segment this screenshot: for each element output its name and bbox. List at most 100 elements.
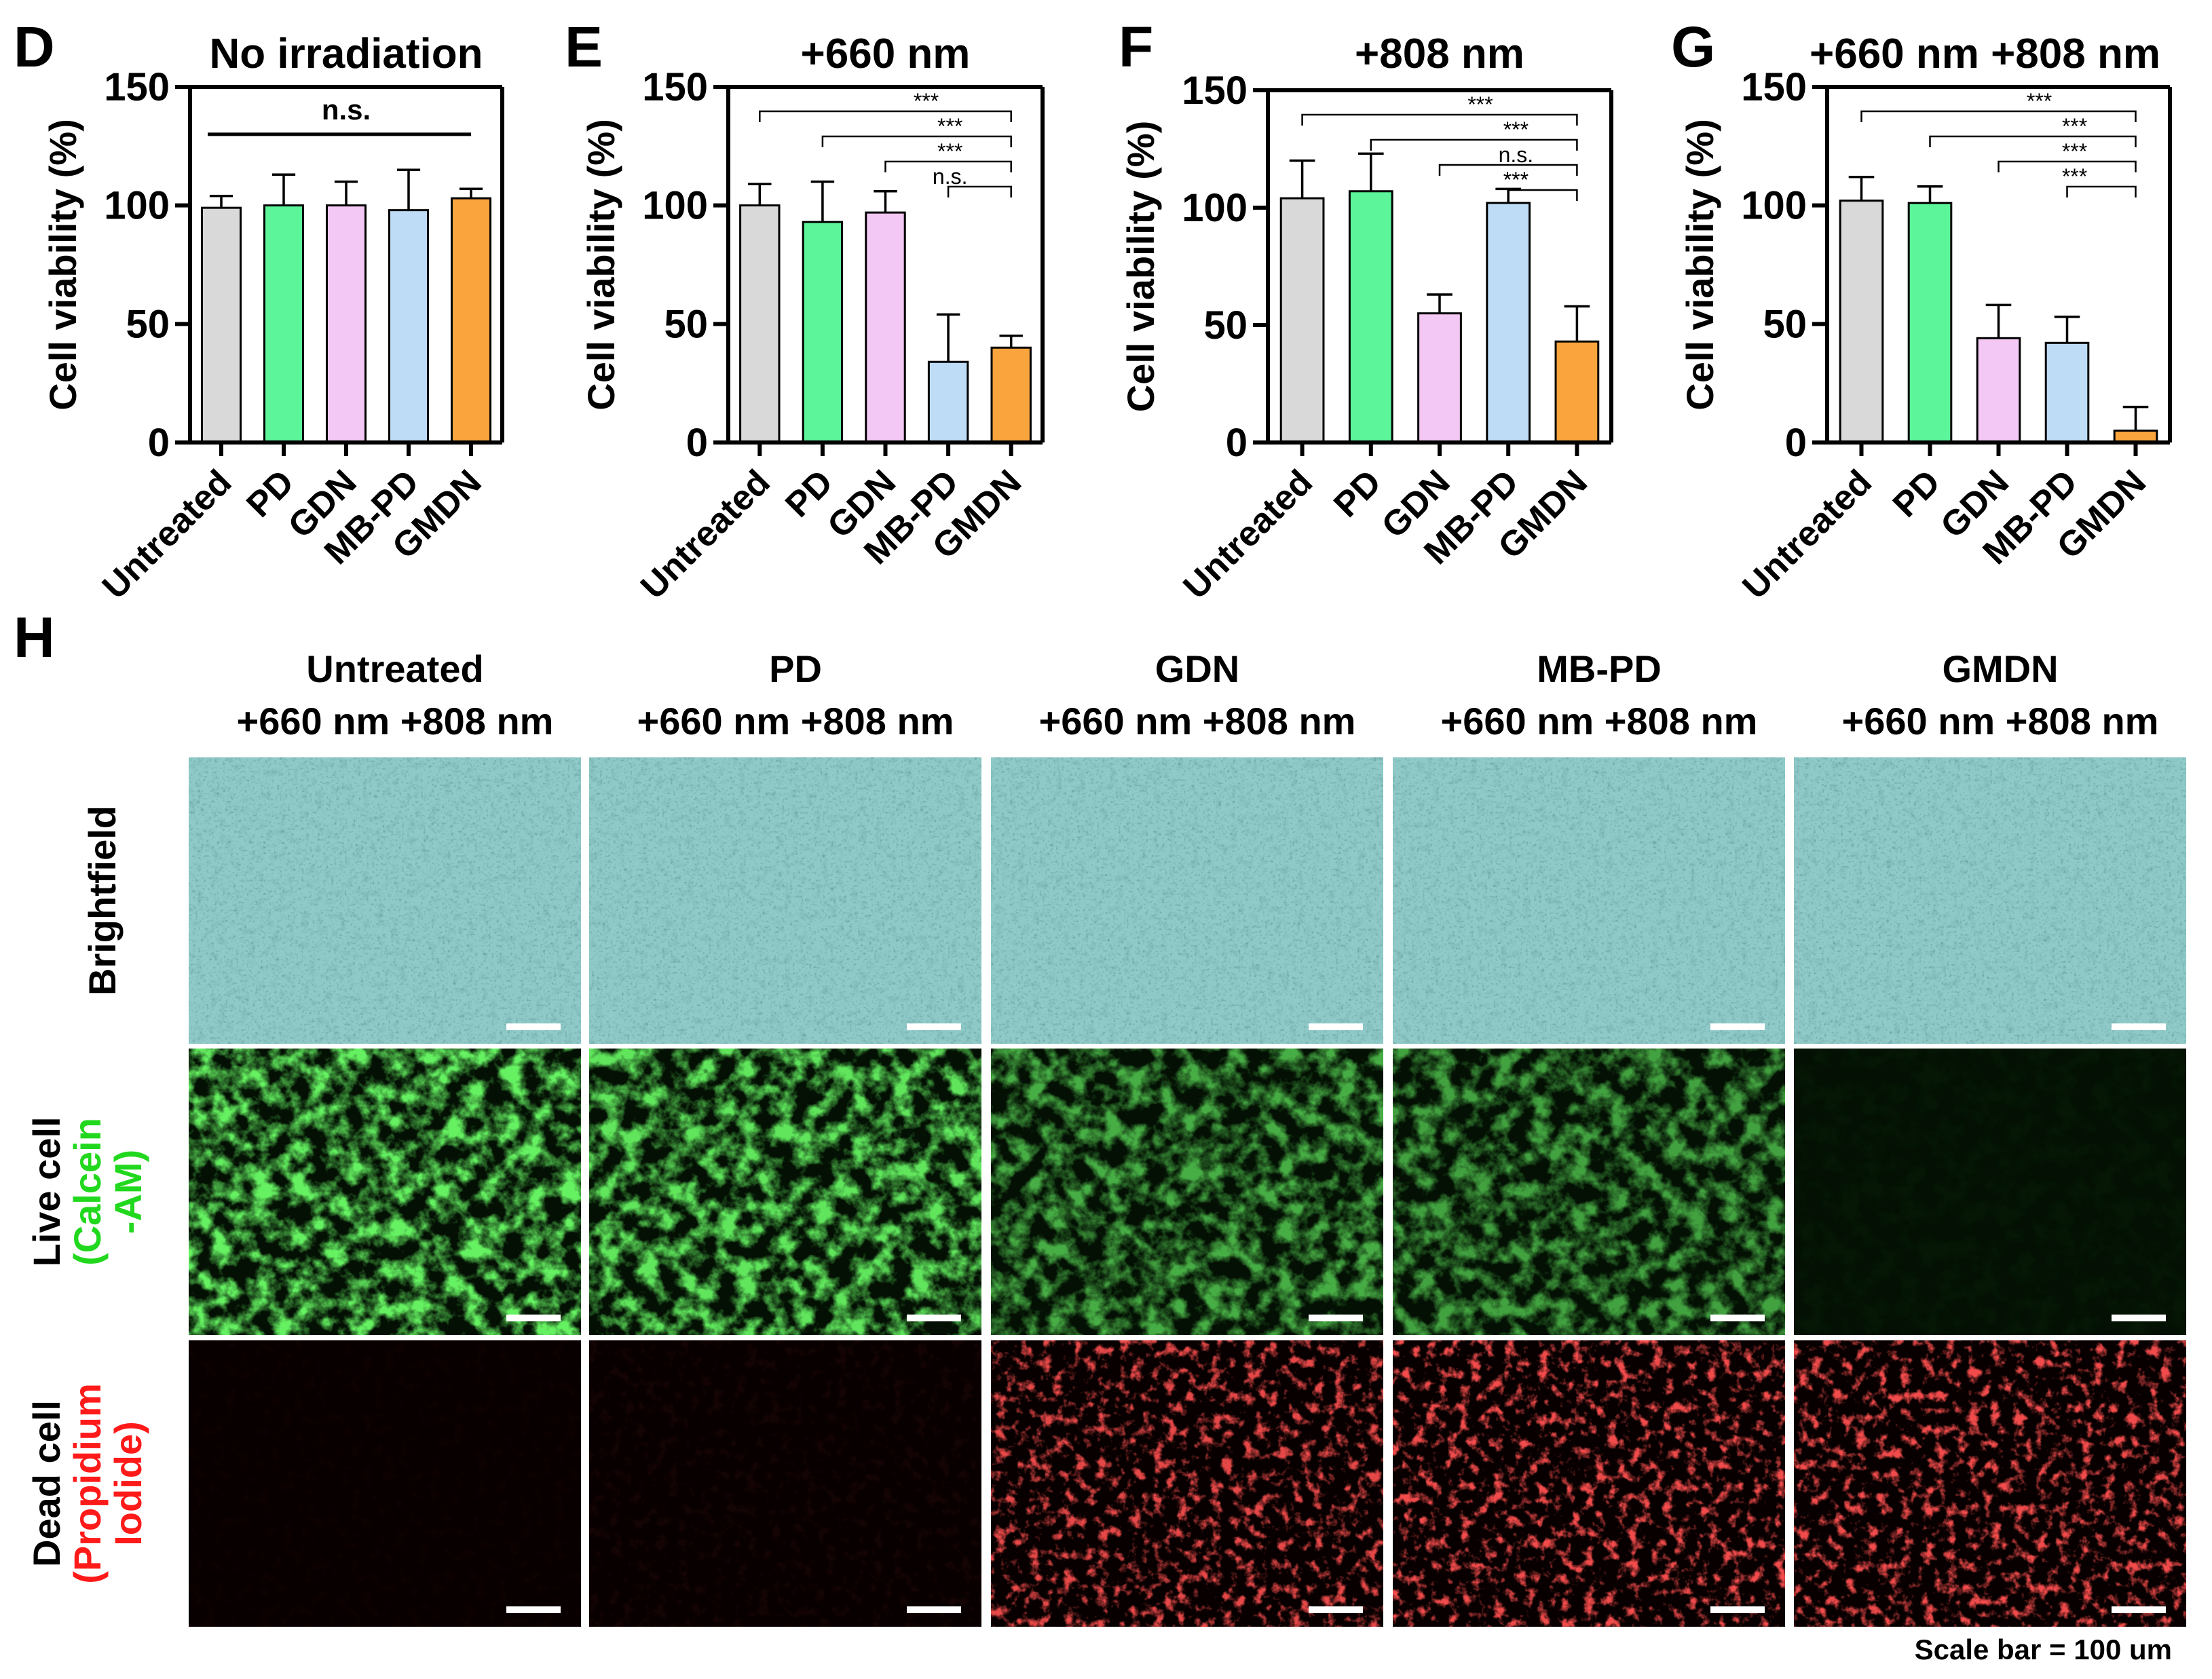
y-tick-label: 100 [1182, 186, 1248, 230]
bar [802, 221, 844, 444]
x-tick-label: Untreated [95, 462, 240, 607]
significance-label: *** [1467, 92, 1493, 117]
significance-label: *** [937, 114, 962, 138]
row-label-stain: (Calcein [66, 1118, 109, 1266]
significance-bracket [759, 110, 1012, 122]
tile-texture [589, 757, 981, 1044]
y-tick-label: 0 [686, 421, 708, 465]
chart-title: +660 nm +808 nm [1810, 31, 2160, 77]
row-label-text: Live cell [25, 1116, 68, 1266]
x-tick-label: Untreated [633, 462, 778, 607]
micrograph-dead-gdn [991, 1340, 1383, 1627]
significance-label: *** [1503, 168, 1529, 192]
micrograph-dead-gmdn [1794, 1340, 2186, 1627]
chart-g: +660 nm +808 nm Cell viability (%) 0 50 100 1… [1679, 31, 2172, 607]
significance-bracket [1507, 189, 1578, 201]
chart-d: No irradiation Cell viability (%) 0 50 100 15… [41, 31, 504, 607]
scale-bar [506, 1023, 561, 1030]
y-tick-label: 100 [104, 184, 170, 228]
column-header-line1: MB-PD [1537, 647, 1662, 690]
scale-bar [1309, 1315, 1363, 1321]
significance-label: *** [2027, 89, 2052, 113]
micrograph-dead-pd [589, 1340, 981, 1627]
row-label-text: Dead cell [25, 1400, 68, 1567]
y-tick-label: 150 [1741, 65, 1807, 109]
panel-letter-f: F [1119, 15, 1153, 79]
y-tick-label: 50 [1203, 303, 1248, 347]
bar [927, 360, 969, 444]
tile-signal [589, 1049, 981, 1335]
row-label-brightfield: Brightfield [81, 806, 124, 996]
significance-label: *** [937, 139, 962, 164]
micrograph-brightfield-pd [589, 757, 981, 1044]
significance-label: *** [2062, 114, 2087, 138]
significance-bracket [1998, 160, 2137, 172]
bar [1279, 197, 1325, 444]
scale-bar-caption: Scale bar = 100 um [1915, 1634, 2172, 1665]
column-header-line2: +660 nm +808 nm [637, 700, 954, 742]
panel-letter-h: H [14, 605, 55, 669]
tile-background [1794, 1049, 2186, 1335]
tile-texture [189, 757, 581, 1044]
micrograph-live-gmdn [1794, 1049, 2186, 1335]
micrograph-brightfield-gmdn [1794, 757, 2186, 1044]
tile-signal [1393, 1340, 1785, 1627]
y-tick-label: 100 [1741, 184, 1807, 228]
micrograph-live-untreated [189, 1049, 581, 1335]
micrograph-live-pd [589, 1049, 981, 1335]
micrograph-dead-mb-pd [1393, 1340, 1785, 1627]
y-tick-label: 0 [1785, 421, 1807, 465]
bar-charts: No irradiation Cell viability (%) 0 50 100 15… [41, 31, 2172, 607]
tile-signal [991, 1340, 1383, 1627]
row-label-stain: (Propidium [66, 1383, 109, 1584]
row-label-live: Live cell(Calcein-AM) [25, 1116, 149, 1266]
column-header-line2: +660 nm +808 nm [1842, 700, 2159, 742]
bar [1486, 202, 1531, 444]
significance-bracket [884, 160, 1012, 172]
tile-signal [189, 1049, 581, 1335]
scale-bar [506, 1606, 561, 1613]
row-label-stain: -AM) [107, 1150, 149, 1234]
scale-bar [907, 1606, 961, 1613]
significance-bracket [821, 135, 1012, 147]
y-axis-label: Cell viability (%) [580, 119, 622, 410]
scale-bar [907, 1023, 961, 1030]
y-tick-label: 150 [1182, 69, 1248, 113]
bar [388, 209, 430, 444]
chart-f: +808 nm Cell viability (%) 0 50 100 150 Untrea… [1119, 31, 1613, 607]
chart-title: +660 nm [801, 31, 971, 77]
microscopy-panel: Untreated +660 nm +808 nm PD +660 nm +808 n… [25, 647, 2186, 1665]
tile-texture [991, 757, 1383, 1044]
tile-texture [1794, 757, 2186, 1044]
column-header-line1: PD [769, 647, 822, 690]
tile-signal [991, 1049, 1383, 1335]
scale-bar [1309, 1606, 1363, 1613]
micrograph-live-mb-pd [1393, 1049, 1785, 1335]
scale-bar [506, 1315, 561, 1321]
bar [1554, 340, 1600, 444]
y-axis-label: Cell viability (%) [1679, 119, 1721, 410]
tile-signal [1393, 1049, 1785, 1335]
column-header-line1: GMDN [1942, 647, 2058, 690]
bar [1417, 312, 1462, 444]
scale-bar [907, 1315, 961, 1321]
scale-bar [2112, 1023, 2166, 1030]
bar [1907, 202, 1953, 444]
column-header-line2: +660 nm +808 nm [1441, 700, 1758, 742]
significance-label: *** [1503, 117, 1529, 142]
significance-label: *** [914, 89, 939, 113]
x-tick-label: Untreated [1735, 462, 1879, 607]
y-tick-label: 50 [126, 302, 170, 346]
scale-bar [2112, 1315, 2166, 1321]
column-header-line2: +660 nm +808 nm [237, 700, 554, 742]
column-header-line1: Untreated [306, 647, 483, 690]
significance-bracket [1929, 135, 2137, 147]
tile-background [189, 1340, 581, 1627]
bar [263, 204, 305, 444]
y-axis-label: Cell viability (%) [1119, 121, 1162, 412]
scale-bar [2112, 1606, 2166, 1613]
chart-e: +660 nm Cell viability (%) 0 50 100 150 Untrea… [580, 31, 1045, 607]
bar [2044, 341, 2090, 444]
significance-bracket [1438, 164, 1578, 176]
